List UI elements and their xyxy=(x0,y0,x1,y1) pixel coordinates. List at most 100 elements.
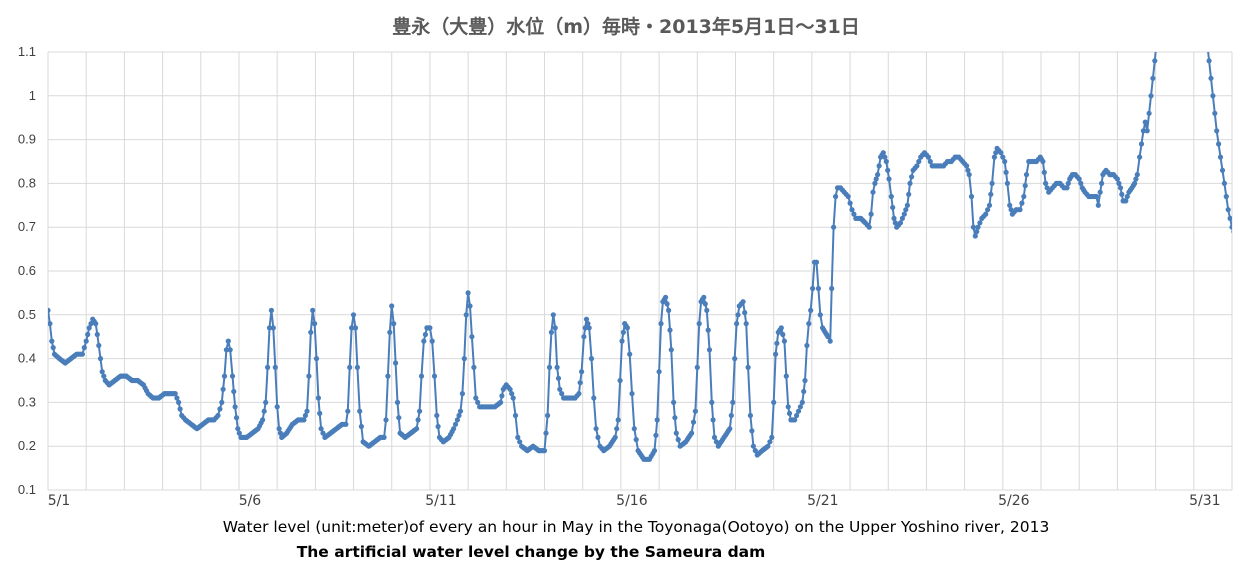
data-point xyxy=(1219,167,1226,173)
data-point xyxy=(1229,224,1232,230)
data-point xyxy=(391,321,397,327)
data-point xyxy=(83,338,89,344)
y-tick-label: 0.3 xyxy=(18,394,36,409)
chart-caption: Water level (unit:meter)of every an hour… xyxy=(223,518,1050,536)
data-point xyxy=(810,285,816,292)
data-point xyxy=(1142,119,1148,125)
data-point xyxy=(747,412,754,419)
data-point xyxy=(215,412,221,419)
data-point xyxy=(882,154,888,160)
data-point xyxy=(555,375,562,381)
data-point xyxy=(617,377,623,384)
data-point xyxy=(389,303,395,309)
data-point xyxy=(627,351,633,357)
data-point xyxy=(897,220,904,226)
data-point xyxy=(1231,229,1232,234)
data-point xyxy=(663,294,669,300)
data-point xyxy=(658,321,664,327)
data-point xyxy=(765,443,771,449)
data-point xyxy=(350,312,357,318)
y-tick-label: 0.4 xyxy=(18,351,36,366)
data-point xyxy=(769,434,775,440)
data-point xyxy=(1065,180,1071,186)
y-tick-label: 0.7 xyxy=(18,219,36,234)
data-point xyxy=(263,399,269,405)
data-point xyxy=(872,180,878,186)
data-point xyxy=(985,207,991,213)
data-point xyxy=(968,193,975,200)
data-point xyxy=(233,415,240,421)
data-point xyxy=(690,419,697,425)
data-point xyxy=(1023,172,1030,178)
data-point xyxy=(499,393,505,399)
data-point xyxy=(396,415,402,421)
data-point xyxy=(876,163,882,169)
data-point xyxy=(463,312,469,318)
data-point xyxy=(231,388,237,395)
chart-title: 豊永（大豊）水位（m）毎時・2013年5月1日～31日 xyxy=(392,15,860,38)
data-point xyxy=(825,334,831,340)
data-point xyxy=(417,408,423,414)
data-point xyxy=(620,329,627,335)
data-point xyxy=(232,404,238,410)
data-point xyxy=(804,342,810,349)
data-point xyxy=(276,426,282,432)
data-point xyxy=(771,399,777,405)
data-point xyxy=(752,448,758,454)
data-point xyxy=(512,412,519,419)
data-point xyxy=(1040,158,1046,165)
data-point xyxy=(875,172,881,178)
data-point xyxy=(1134,172,1140,178)
data-point xyxy=(974,229,980,235)
data-point xyxy=(1212,110,1218,116)
data-point xyxy=(1225,207,1231,213)
data-point xyxy=(986,202,993,208)
data-point xyxy=(740,299,746,305)
data-point xyxy=(903,207,909,213)
data-point xyxy=(734,321,740,327)
data-point xyxy=(704,307,710,313)
data-point xyxy=(629,391,635,397)
data-point xyxy=(774,340,780,346)
data-point xyxy=(906,191,912,197)
data-point xyxy=(435,423,441,430)
data-point xyxy=(268,307,274,313)
data-point xyxy=(235,426,241,432)
data-point xyxy=(907,180,913,186)
data-point xyxy=(174,395,180,401)
gridlines xyxy=(47,51,1233,491)
data-point xyxy=(546,364,553,370)
data-point xyxy=(588,356,595,362)
data-point xyxy=(427,325,433,331)
data-point xyxy=(705,327,711,333)
data-point xyxy=(851,211,857,217)
x-tick-label: 5/21 xyxy=(807,493,838,509)
data-point xyxy=(585,321,591,327)
data-point xyxy=(964,163,970,169)
data-point xyxy=(786,410,793,416)
data-point xyxy=(79,351,85,357)
data-point xyxy=(651,448,658,454)
y-tick-label: 1 xyxy=(29,88,36,103)
data-point xyxy=(886,176,892,182)
data-point xyxy=(223,347,229,353)
data-point xyxy=(591,395,597,401)
data-point xyxy=(475,399,481,405)
data-point xyxy=(457,408,464,414)
data-point xyxy=(742,310,748,316)
data-point xyxy=(93,321,99,327)
data-point xyxy=(177,406,183,412)
data-point xyxy=(612,434,618,440)
data-point xyxy=(730,399,736,405)
x-tick-label: 5/31 xyxy=(1189,493,1220,509)
y-tick-label: 0.6 xyxy=(18,263,36,278)
data-point xyxy=(745,364,751,370)
data-point xyxy=(451,426,457,432)
data-point xyxy=(461,356,467,362)
data-point xyxy=(899,215,906,221)
y-tick-label: 0.1 xyxy=(18,482,36,497)
data-point xyxy=(868,211,874,217)
data-point xyxy=(172,391,178,397)
data-point xyxy=(927,158,933,165)
